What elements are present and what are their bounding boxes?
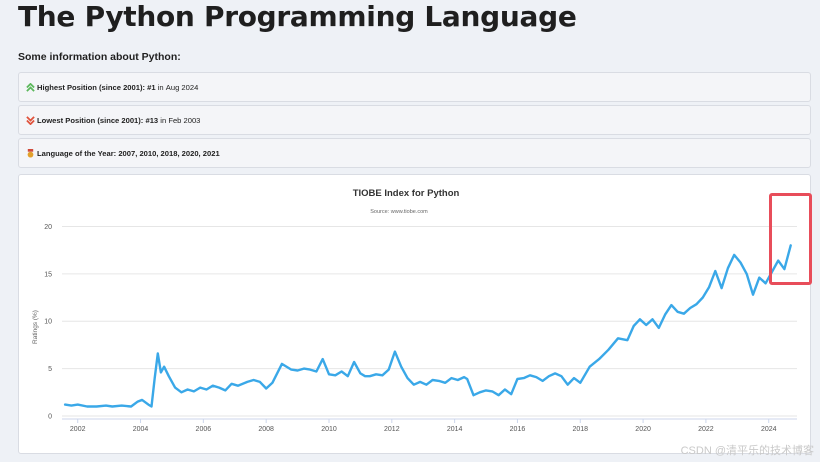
- y-axis-label: Ratings (%): [32, 310, 39, 344]
- y-tick-label: 15: [44, 271, 52, 278]
- chart-subtitle: Source: www.tiobe.com: [370, 209, 428, 215]
- y-tick-label: 10: [44, 319, 52, 326]
- chart-title: TIOBE Index for Python: [353, 188, 460, 199]
- language-of-year-box: Language of the Year: 2007, 2010, 2018, …: [18, 138, 811, 168]
- tiobe-chart-card: TIOBE Index for Python Source: www.tiobe…: [18, 174, 811, 454]
- lowest-rank: #13: [145, 115, 159, 125]
- x-tick-label: 2010: [321, 426, 337, 433]
- page-title: The Python Programming Language: [18, 0, 577, 33]
- highest-rank: #1: [147, 82, 156, 92]
- highest-mid: in: [157, 82, 164, 92]
- x-tick-label: 2014: [447, 426, 463, 433]
- tiobe-chart: TIOBE Index for Python Source: www.tiobe…: [32, 188, 797, 433]
- x-tick-label: 2016: [510, 426, 526, 433]
- loty-years: 2007, 2010, 2018, 2020, 2021: [118, 148, 220, 158]
- medal-icon: [26, 148, 35, 158]
- y-tick-label: 0: [48, 414, 52, 421]
- x-tick-label: 2022: [698, 426, 714, 433]
- x-tick-label: 2008: [258, 426, 274, 433]
- highest-date: Aug 2024: [165, 82, 199, 92]
- x-tick-label: 2006: [196, 426, 212, 433]
- highest-position-box: Highest Position (since 2001): #1 in Aug…: [18, 72, 811, 102]
- lowest-mid: in: [160, 115, 167, 125]
- double-chevron-up-icon: [26, 82, 35, 92]
- intro-heading: Some information about Python:: [18, 51, 181, 63]
- highlight-box: [769, 193, 812, 285]
- lowest-label: Lowest Position (since 2001):: [37, 115, 144, 125]
- loty-label: Language of the Year:: [37, 148, 117, 158]
- x-tick-label: 2020: [635, 426, 651, 433]
- lowest-date: Feb 2003: [168, 115, 201, 125]
- series-line: [63, 244, 792, 408]
- x-tick-label: 2024: [761, 426, 777, 433]
- x-tick-label: 2012: [384, 426, 400, 433]
- lowest-position-box: Lowest Position (since 2001): #13 in Feb…: [18, 105, 811, 135]
- x-tick-label: 2018: [572, 426, 588, 433]
- watermark: CSDN @清平乐的技术博客: [680, 445, 814, 457]
- x-tick-label: 2002: [70, 426, 86, 433]
- x-tick-label: 2004: [133, 426, 149, 433]
- y-tick-label: 5: [48, 366, 52, 373]
- double-chevron-down-icon: [26, 115, 35, 125]
- y-tick-label: 20: [44, 224, 52, 231]
- highest-label: Highest Position (since 2001):: [37, 82, 146, 92]
